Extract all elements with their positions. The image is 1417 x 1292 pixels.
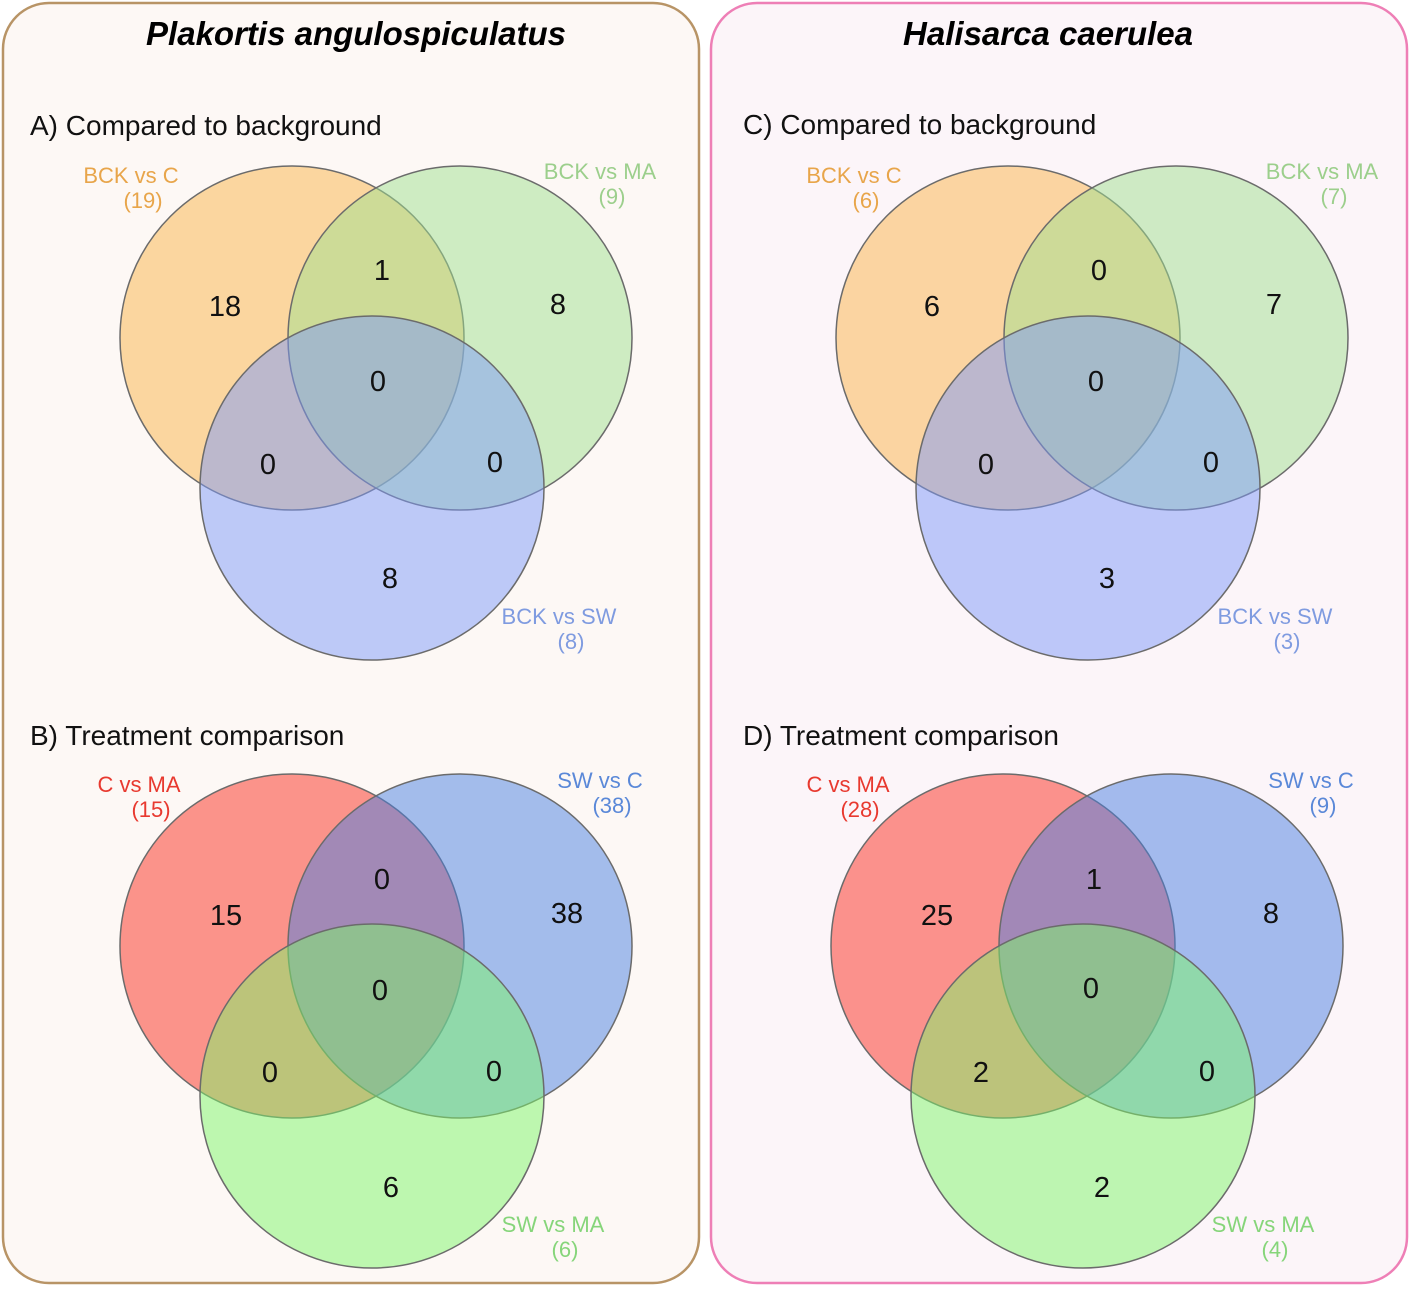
region-count-r12: 1	[1086, 864, 1102, 896]
region-count-only-1: 18	[209, 291, 241, 323]
region-count-r123: 0	[372, 975, 388, 1007]
set-total-second: (9)	[599, 184, 626, 209]
section-title: A) Compared to background	[30, 110, 382, 141]
region-count-r123: 0	[1083, 973, 1099, 1005]
species-title: Halisarca caerulea	[903, 15, 1193, 52]
region-count-r23: 0	[1199, 1056, 1215, 1088]
region-count-only-3: 2	[1094, 1172, 1110, 1204]
set-total-third: (4)	[1262, 1237, 1289, 1262]
set-label-third: BCK vs SW	[1218, 604, 1333, 629]
region-count-only-3: 3	[1099, 563, 1115, 595]
set-label-third: BCK vs SW	[502, 604, 617, 629]
region-count-r13: 2	[973, 1057, 989, 1089]
region-count-r123: 0	[1088, 366, 1104, 398]
venn-diagram-d: D) Treatment comparison C vs MA(28) SW vs …	[743, 720, 1354, 1269]
region-count-r12: 0	[1091, 255, 1107, 287]
region-count-r13: 0	[260, 449, 276, 481]
set-label-first: BCK vs C	[806, 163, 901, 188]
species-panel-2: Halisarca caerulea C) Compared to backgro…	[709, 1, 1409, 1285]
region-count-r23: 0	[487, 447, 503, 479]
section-title: D) Treatment comparison	[743, 720, 1059, 751]
set-total-third: (6)	[552, 1237, 579, 1262]
species-panel-1: Plakortis angulospiculatus A) Compared to…	[1, 1, 701, 1285]
set-total-second: (7)	[1321, 184, 1348, 209]
set-total-first: (15)	[131, 797, 170, 822]
region-count-r12: 1	[374, 255, 390, 287]
set-total-second: (38)	[592, 793, 631, 818]
region-count-r23: 0	[486, 1056, 502, 1088]
set-label-first: BCK vs C	[83, 163, 178, 188]
region-count-only-2: 8	[1263, 898, 1279, 930]
set-label-third: SW vs MA	[502, 1212, 605, 1237]
section-title: C) Compared to background	[743, 109, 1096, 140]
set-circle-third	[915, 315, 1261, 661]
section-title: B) Treatment comparison	[30, 720, 344, 751]
set-circle-third	[199, 923, 545, 1269]
set-circle-third	[199, 315, 545, 661]
region-count-only-1: 15	[210, 900, 242, 932]
region-count-r13: 0	[978, 449, 994, 481]
region-count-only-3: 8	[382, 563, 398, 595]
set-label-third: SW vs MA	[1212, 1212, 1315, 1237]
venn-diagram-b: B) Treatment comparison C vs MA(15) SW vs …	[30, 720, 643, 1269]
species-title: Plakortis angulospiculatus	[146, 15, 566, 52]
region-count-r23: 0	[1203, 447, 1219, 479]
set-label-second: SW vs C	[557, 768, 643, 793]
region-count-only-2: 8	[550, 289, 566, 321]
set-total-third: (3)	[1274, 629, 1301, 654]
set-circle-third	[910, 923, 1256, 1269]
set-total-first: (28)	[840, 797, 879, 822]
region-count-r12: 0	[374, 864, 390, 896]
region-count-only-3: 6	[383, 1172, 399, 1204]
set-total-first: (19)	[123, 188, 162, 213]
set-label-first: C vs MA	[806, 772, 889, 797]
region-count-only-1: 25	[921, 900, 953, 932]
set-label-second: SW vs C	[1268, 768, 1354, 793]
region-count-r123: 0	[370, 366, 386, 398]
set-label-first: C vs MA	[97, 772, 180, 797]
venn-diagram-c: C) Compared to background BCK vs C(6) BCK …	[743, 109, 1379, 661]
region-count-only-1: 6	[924, 291, 940, 323]
region-count-r13: 0	[262, 1057, 278, 1089]
region-count-only-2: 38	[551, 898, 583, 930]
set-total-second: (9)	[1310, 793, 1337, 818]
venn-diagram-a: A) Compared to background BCK vs C(19) BCK…	[30, 110, 657, 661]
set-total-first: (6)	[853, 188, 880, 213]
set-total-third: (8)	[558, 629, 585, 654]
set-label-second: BCK vs MA	[544, 159, 657, 184]
set-label-second: BCK vs MA	[1266, 159, 1379, 184]
region-count-only-2: 7	[1266, 289, 1282, 321]
